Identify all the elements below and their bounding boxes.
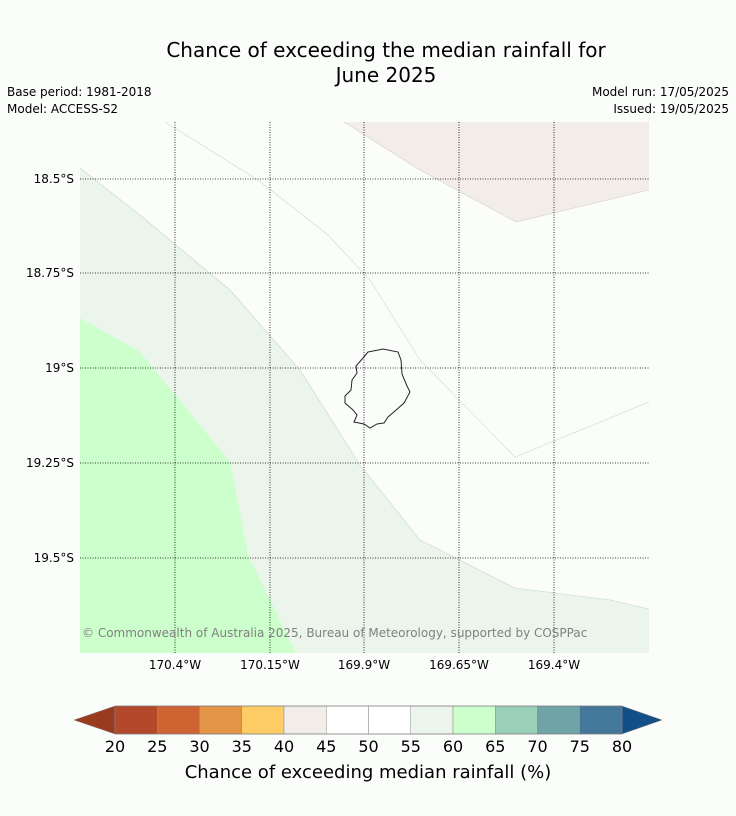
- lon-label: 169.65°W: [429, 658, 489, 672]
- colorbar-segment: [157, 705, 200, 735]
- colorbar-tick-label: 75: [570, 737, 590, 756]
- colorbar-above-arrow: [621, 705, 663, 735]
- lon-label: 169.4°W: [528, 658, 580, 672]
- contour-edge: [343, 122, 649, 223]
- colorbar-tick-label: 80: [612, 737, 632, 756]
- issued-text: Issued: 19/05/2025: [613, 102, 729, 116]
- colorbar-tick-label: 20: [105, 737, 125, 756]
- niue-island-outline: [344, 348, 411, 429]
- meta-left: Base period: 1981-2018 Model: ACCESS-S2: [7, 84, 152, 118]
- colorbar-tick-label: 60: [443, 737, 463, 756]
- zone-40-45-percent: [344, 122, 649, 222]
- zone-60-65-percent: [80, 318, 296, 653]
- graticule: [80, 122, 649, 653]
- lat-label: 18.5°S: [34, 172, 74, 186]
- lon-label: 170.15°W: [240, 658, 300, 672]
- colorbar-frame: [114, 705, 623, 735]
- model-run-text: Model run: 17/05/2025: [591, 85, 729, 99]
- colorbar-tick-label: 35: [232, 737, 252, 756]
- colorbar-segment: [537, 705, 580, 735]
- colorbar-segment: [114, 705, 158, 735]
- colorbar-segment: [326, 705, 369, 735]
- lat-label: 19°S: [45, 361, 74, 375]
- colorbar-segment: [241, 705, 285, 735]
- meta-right: Model run: 17/05/2025 Issued: 19/05/2025: [592, 84, 729, 118]
- colorbar-segment: [199, 705, 242, 735]
- copyright-notice: © Commonwealth of Australia 2025, Bureau…: [82, 626, 587, 640]
- latitude-labels: 18.5°S 18.75°S 19°S 19.25°S 19.5°S: [26, 172, 74, 565]
- colorbar-title: Chance of exceeding median rainfall (%): [185, 762, 552, 783]
- lat-label: 18.75°S: [26, 266, 74, 280]
- colorbar: 20 25 30 35 40 45 50 55 60 65 70 75 80 Chance of exc…: [73, 705, 663, 783]
- longitude-labels: 170.4°W 170.15°W 169.9°W 169.65°W 169.4°…: [149, 658, 580, 672]
- colorbar-segment: [368, 705, 411, 735]
- colorbar-segment: [410, 705, 454, 735]
- lat-label: 19.25°S: [26, 456, 74, 470]
- contour-line: [164, 122, 649, 458]
- lon-label: 170.4°W: [149, 658, 201, 672]
- map-title: Chance of exceeding the median rainfall …: [166, 38, 606, 87]
- contour-edge: [80, 167, 649, 610]
- colorbar-tick-label: 50: [358, 737, 378, 756]
- colorbar-segment: [283, 705, 327, 735]
- colorbar-tick-label: 40: [274, 737, 294, 756]
- colorbar-tick-label: 45: [316, 737, 336, 756]
- colorbar-tick-label: 70: [527, 737, 547, 756]
- colorbar-tick-label: 25: [147, 737, 167, 756]
- base-period-text: Base period: 1981-2018: [7, 85, 152, 99]
- colorbar-tick-label: 30: [189, 737, 209, 756]
- colorbar-segments: [114, 705, 623, 735]
- lat-label: 19.5°S: [34, 551, 74, 565]
- colorbar-tick-label: 55: [401, 737, 421, 756]
- colorbar-ticks: 20 25 30 35 40 45 50 55 60 65 70 75 80: [105, 737, 632, 756]
- colorbar-segment: [579, 705, 623, 735]
- map-panel: © Commonwealth of Australia 2025, Bureau…: [80, 122, 649, 653]
- model-text: Model: ACCESS-S2: [7, 102, 119, 116]
- colorbar-tick-label: 65: [485, 737, 505, 756]
- colorbar-below-arrow: [73, 705, 116, 735]
- colorbar-segment: [495, 705, 538, 735]
- lon-label: 169.9°W: [338, 658, 390, 672]
- colorbar-segment: [452, 705, 496, 735]
